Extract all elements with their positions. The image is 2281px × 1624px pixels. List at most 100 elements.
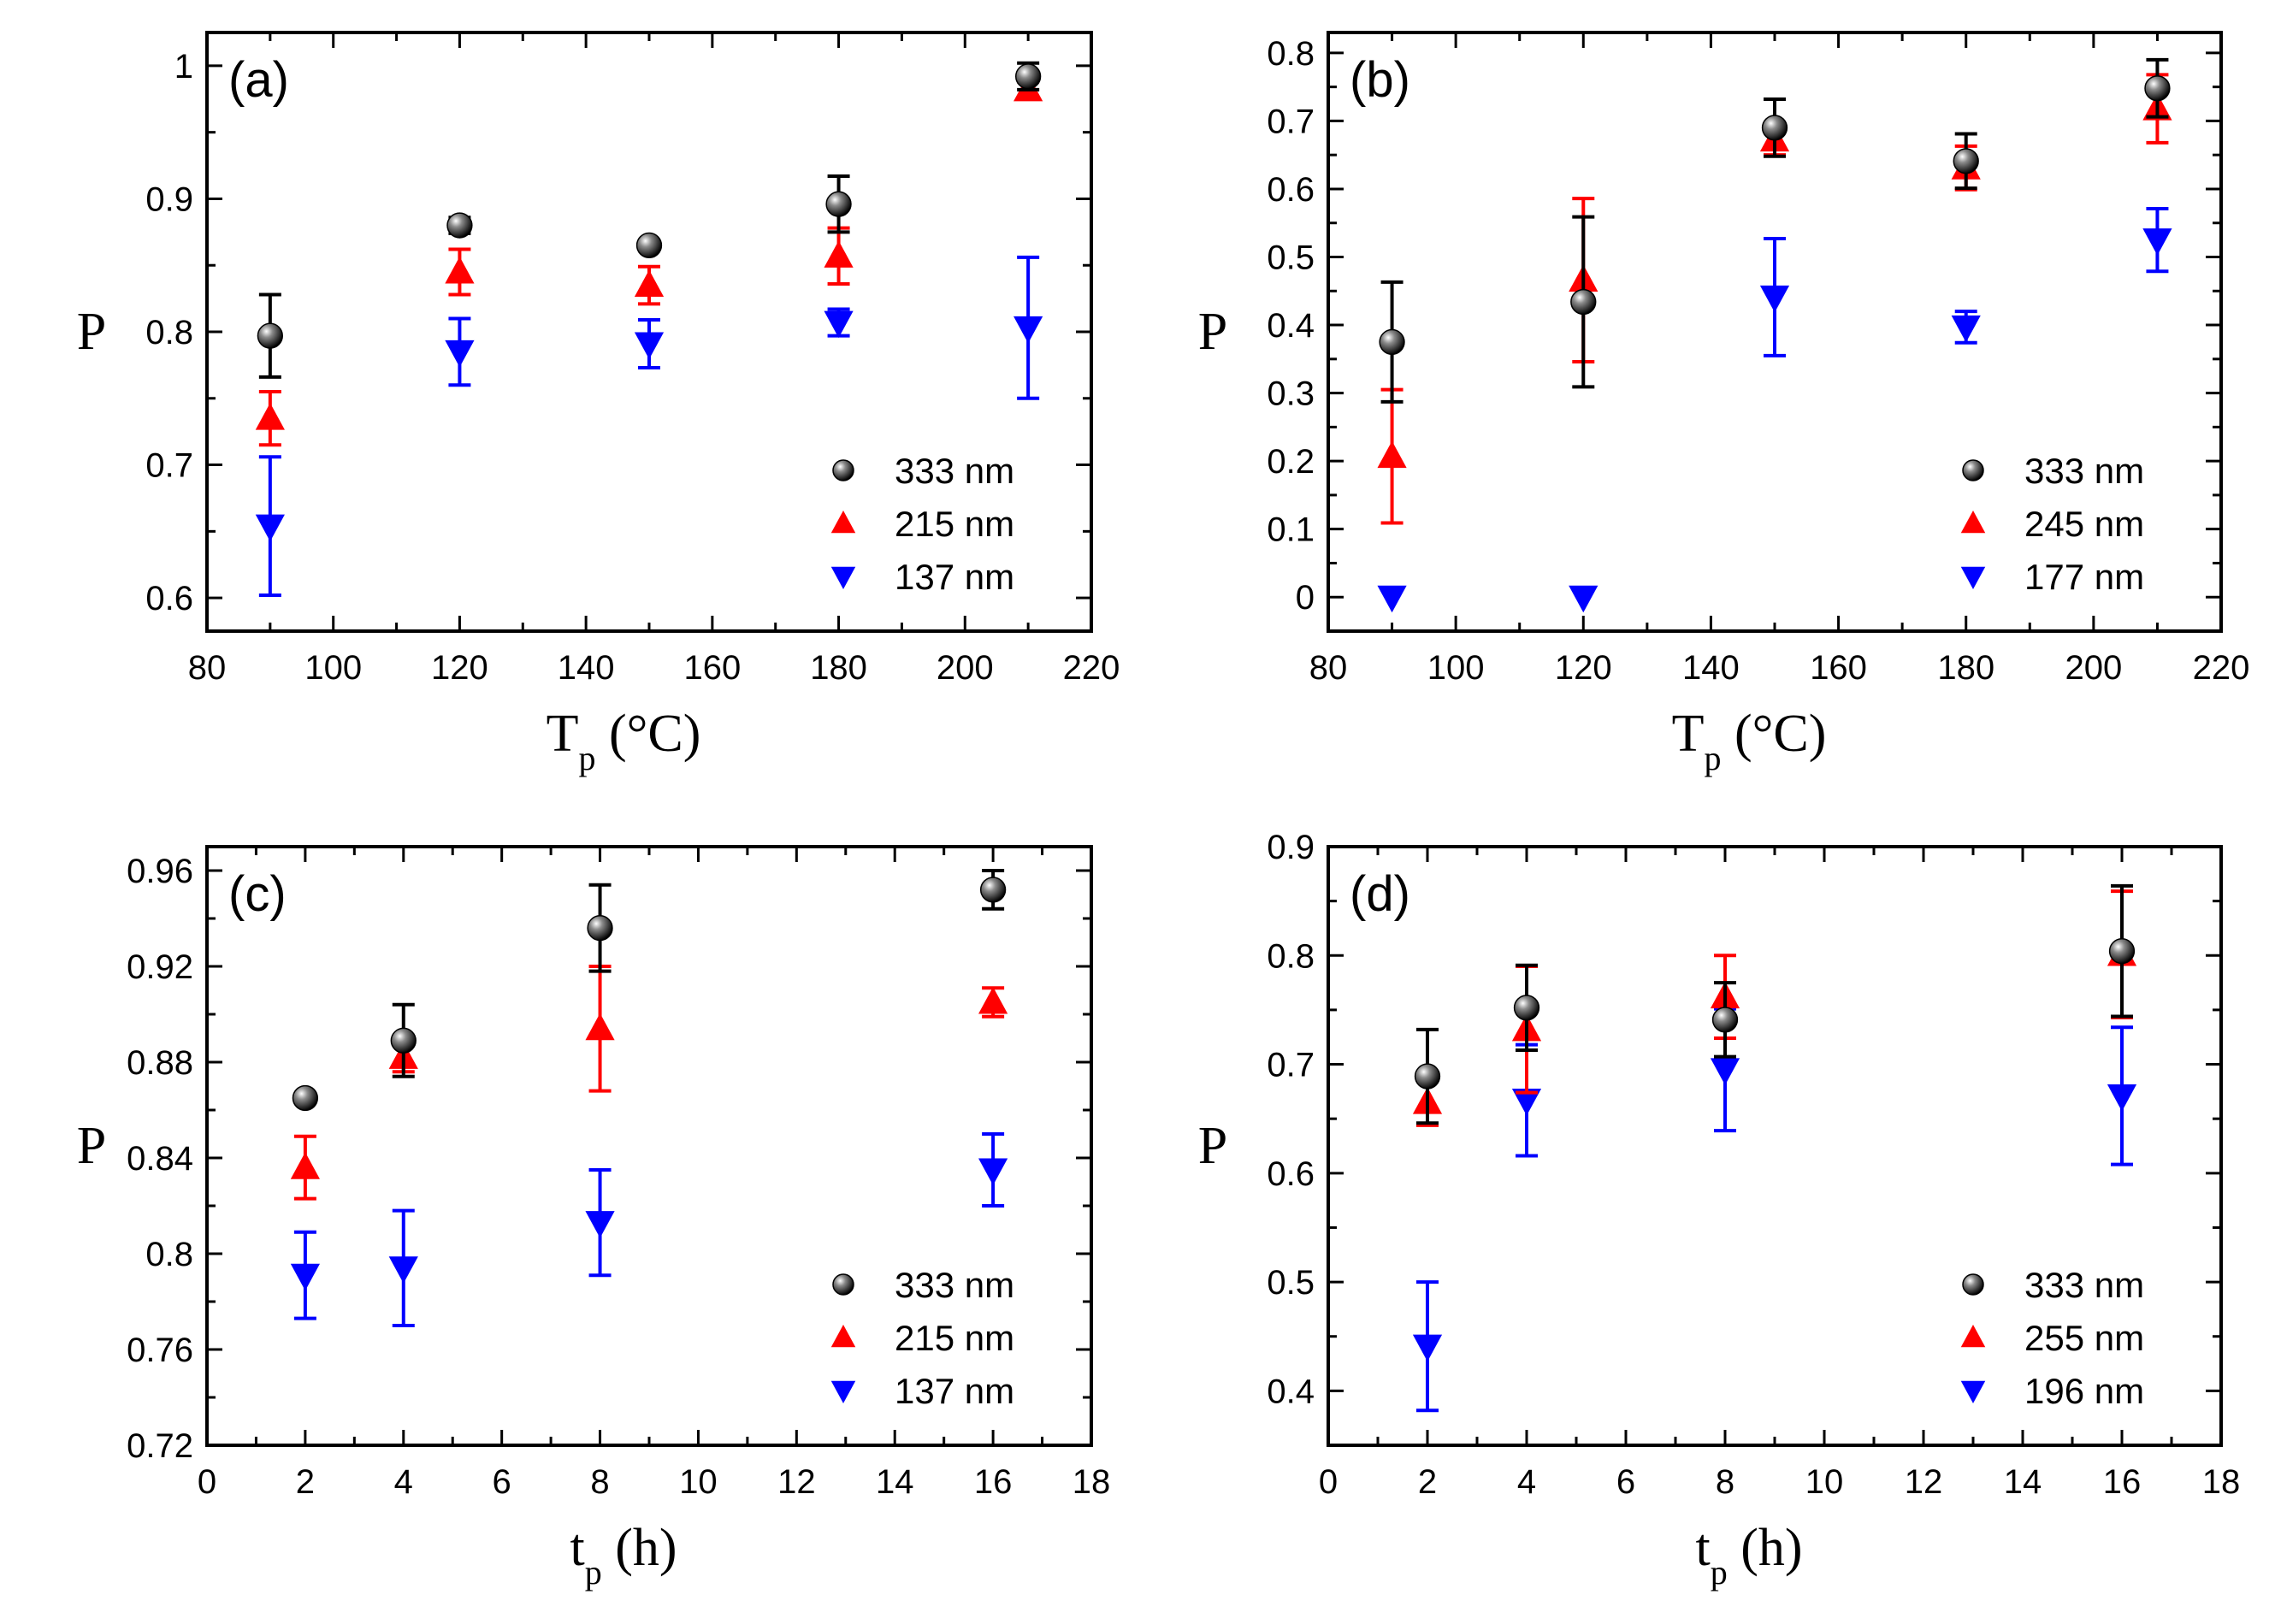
- y-axis-label: P: [77, 1117, 106, 1175]
- series-333-nm: [292, 869, 1007, 1112]
- x-tick-label: 160: [1810, 649, 1867, 687]
- x-axis-label-unit: (°C): [1721, 705, 1826, 763]
- series-333-nm: [1379, 57, 2171, 404]
- x-axis-label-main: T: [547, 705, 579, 763]
- data-point: [2144, 75, 2171, 102]
- series-333-nm: [1414, 883, 2136, 1125]
- data-point: [1569, 585, 1598, 613]
- data-point: [585, 1013, 615, 1041]
- data-point: [585, 1211, 615, 1238]
- data-point: [446, 212, 473, 239]
- legend-label: 255 nm: [2024, 1318, 2144, 1358]
- data-point: [292, 1084, 319, 1112]
- legend-marker: [832, 459, 854, 481]
- data-point: [1953, 148, 1979, 174]
- y-tick-label: 0.84: [127, 1140, 193, 1178]
- legend-label: 137 nm: [895, 1371, 1014, 1411]
- x-axis-label-main: t: [570, 1519, 584, 1577]
- x-tick-label: 180: [1937, 649, 1994, 687]
- data-point: [635, 232, 663, 259]
- x-tick-label: 120: [431, 649, 488, 687]
- x-axis-label-main: T: [1672, 705, 1705, 763]
- y-tick-label: 0.76: [127, 1332, 193, 1369]
- data-point: [978, 1158, 1008, 1185]
- y-axis-label: P: [1198, 303, 1227, 361]
- y-tick-label: 0.1: [1267, 511, 1315, 549]
- data-point: [290, 1263, 320, 1291]
- x-tick-label: 140: [1682, 649, 1740, 687]
- series-137-nm: [255, 255, 1043, 597]
- data-point: [979, 877, 1007, 903]
- x-tick-label: 10: [679, 1463, 718, 1501]
- legend-label: 137 nm: [895, 557, 1014, 597]
- x-axis-label-sub: p: [578, 739, 595, 777]
- series-215-nm: [255, 74, 1043, 447]
- legend-marker: [832, 1273, 854, 1296]
- x-tick-label: 80: [188, 649, 227, 687]
- data-point: [257, 322, 284, 349]
- data-point: [825, 191, 852, 217]
- y-tick-label: 0.5: [1267, 239, 1315, 277]
- x-axis-label-unit: (h): [1728, 1519, 1803, 1577]
- x-axis-label: tp (h): [570, 1519, 677, 1592]
- x-axis-label-main: t: [1695, 1519, 1710, 1577]
- y-tick-label: 0.8: [145, 314, 193, 351]
- legend-marker: [1960, 1380, 1986, 1403]
- x-tick-label: 18: [2202, 1463, 2241, 1501]
- x-tick-label: 2: [296, 1463, 315, 1501]
- y-tick-label: 0.96: [127, 853, 193, 890]
- series-196-nm: [1412, 1007, 2137, 1413]
- x-tick-label: 8: [1716, 1463, 1734, 1501]
- data-point: [390, 1027, 417, 1054]
- data-point: [1759, 285, 1790, 313]
- x-tick-label: 14: [876, 1463, 914, 1501]
- y-axis-label: P: [77, 303, 106, 361]
- legend-label: 196 nm: [2024, 1371, 2144, 1411]
- legend: 333 nm 215 nm 137 nm: [830, 451, 1014, 597]
- x-tick-label: 100: [1427, 649, 1485, 687]
- x-axis-label-unit: (°C): [595, 705, 700, 763]
- x-tick-label: 14: [2004, 1463, 2042, 1501]
- x-tick-label: 18: [1073, 1463, 1111, 1501]
- x-tick-label: 8: [590, 1463, 609, 1501]
- data-point: [445, 257, 475, 284]
- x-tick-label: 100: [304, 649, 362, 687]
- x-axis-label-sub: p: [1711, 1553, 1728, 1592]
- y-tick-label: 0.92: [127, 948, 193, 986]
- legend-label: 177 nm: [2024, 557, 2144, 597]
- y-tick-label: 0.5: [1267, 1264, 1315, 1302]
- series-177-nm: [1377, 207, 2172, 613]
- data-point: [1377, 585, 1407, 613]
- x-tick-label: 4: [1517, 1463, 1536, 1501]
- series-137-nm: [290, 1132, 1008, 1327]
- data-point: [1570, 288, 1597, 316]
- x-tick-label: 6: [1616, 1463, 1635, 1501]
- x-axis-label-sub: p: [585, 1553, 602, 1592]
- data-point: [1414, 1063, 1441, 1090]
- data-point: [1710, 1058, 1740, 1085]
- legend-marker: [1962, 1273, 1984, 1296]
- legend-label: 333 nm: [895, 1265, 1014, 1305]
- series-333-nm: [257, 61, 1042, 379]
- data-point: [634, 332, 665, 359]
- data-point: [1513, 995, 1540, 1021]
- y-tick-label: 0.4: [1267, 307, 1315, 345]
- y-tick-label: 0.3: [1267, 375, 1315, 413]
- legend-marker: [830, 511, 856, 534]
- y-tick-label: 0.8: [1267, 937, 1315, 975]
- y-tick-label: 0.7: [1267, 103, 1315, 140]
- x-tick-label: 0: [1319, 1463, 1338, 1501]
- legend-marker: [830, 1325, 856, 1348]
- legend-label: 333 nm: [2024, 451, 2144, 491]
- data-point: [1511, 1089, 1542, 1116]
- y-tick-label: 0.7: [145, 447, 193, 485]
- legend: 333 nm 255 nm 196 nm: [1960, 1265, 2144, 1411]
- x-tick-label: 200: [2065, 649, 2122, 687]
- legend: 333 nm 215 nm 137 nm: [830, 1265, 1014, 1411]
- x-axis-label: Tp (°C): [547, 705, 701, 777]
- data-point: [2142, 228, 2172, 256]
- panel-b: 80 100 120 140 160 180 200 220 0 0.1 0.2 0.3 0.4 0.5 0…: [1198, 31, 2249, 777]
- data-point: [1013, 316, 1043, 344]
- data-point: [2107, 1084, 2137, 1112]
